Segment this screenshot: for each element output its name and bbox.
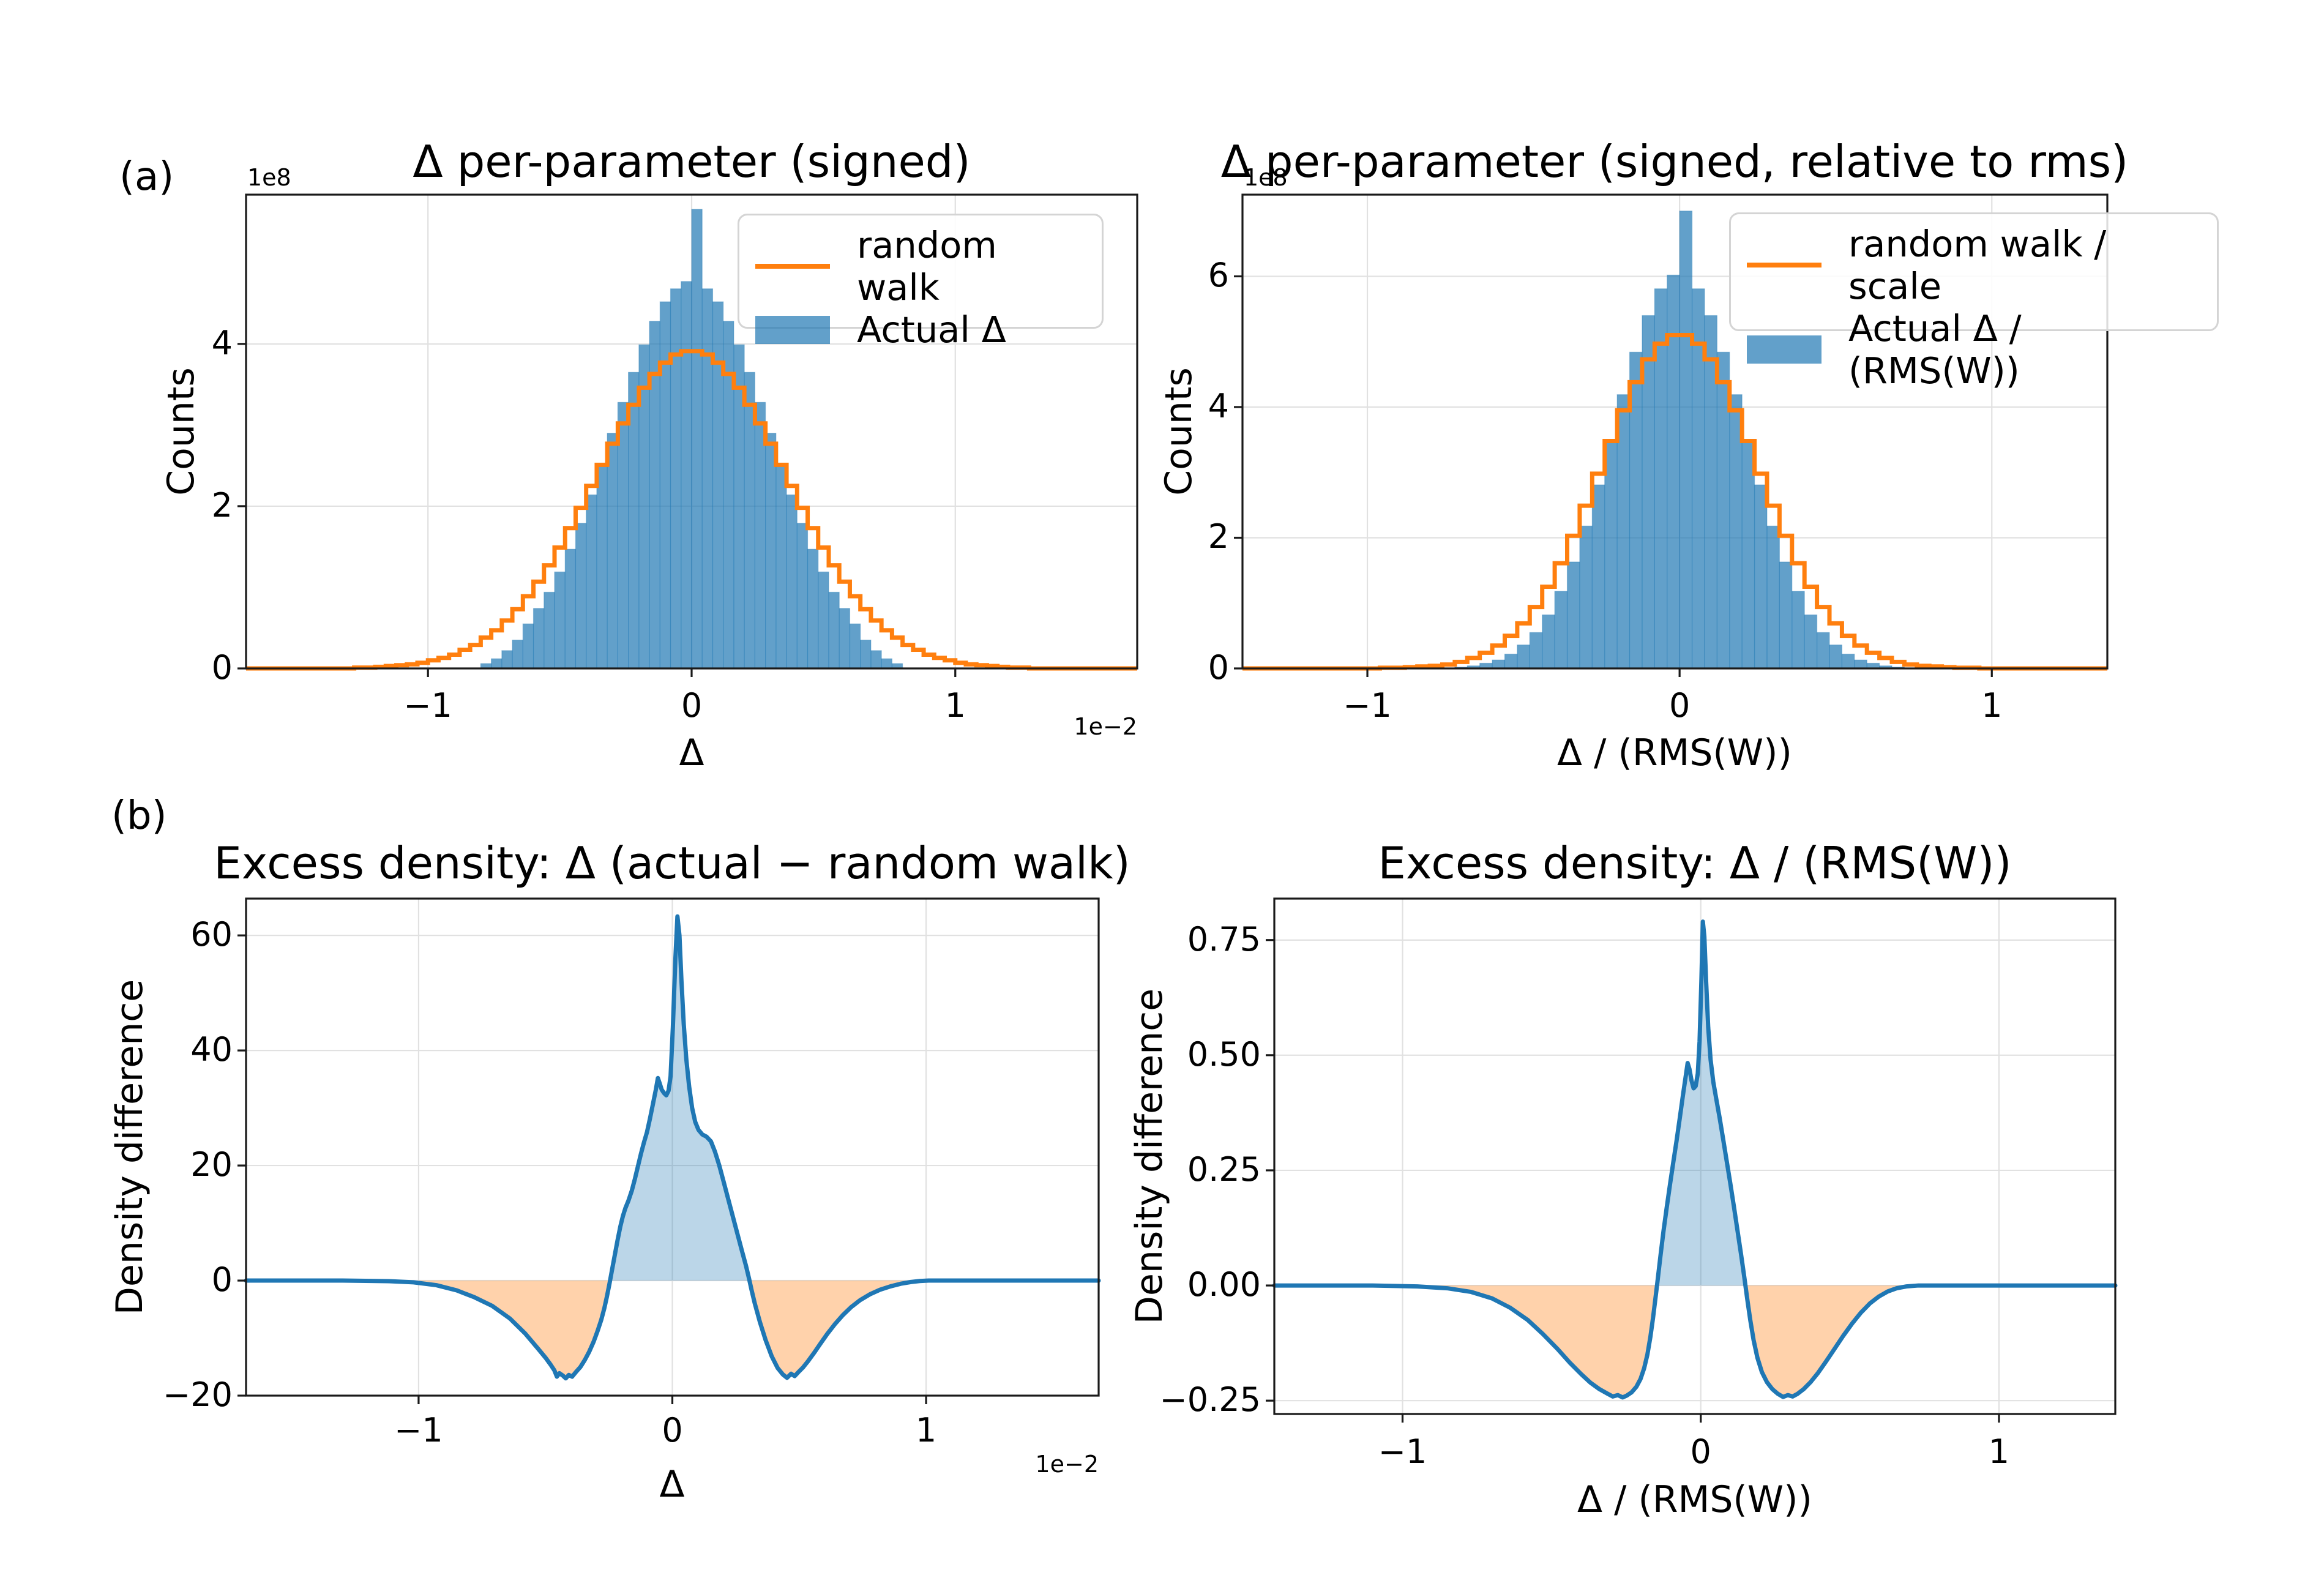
x-tick-label: 1 — [944, 686, 966, 725]
plot-title-excess-delta: Excess density: Δ (actual − random walk) — [214, 837, 1130, 889]
x-tick-label: 1 — [915, 1411, 937, 1449]
x-tick-label: −1 — [1343, 686, 1392, 725]
panel-label-b: (b) — [111, 793, 167, 839]
legend-line-swatch — [755, 264, 830, 269]
y-tick-label: −20 — [163, 1375, 233, 1415]
x-tick-label: −1 — [1378, 1432, 1427, 1471]
y-tick-label: 40 — [190, 1030, 233, 1069]
y-tick-label: 2 — [1208, 517, 1229, 556]
legend-patch-swatch — [1747, 335, 1821, 364]
plot-title-excess-delta-rms: Excess density: Δ / (RMS(W)) — [1378, 837, 2012, 889]
legend-delta-relative: random walk / scale Actual Δ / (RMS(W)) — [1729, 212, 2219, 392]
x-axis-label-delta-rms: Δ / (RMS(W)) — [1577, 1478, 1812, 1521]
y-tick-label: 0 — [211, 1260, 233, 1300]
y-tick-label: 2 — [211, 486, 233, 525]
y-tick-label: 20 — [190, 1145, 233, 1184]
x-tick-label: 0 — [681, 686, 703, 725]
y-tick-label: 0 — [1208, 648, 1229, 687]
x-axis-label-delta: Δ — [659, 1463, 685, 1506]
legend-entry: random walk / scale — [1747, 223, 2201, 307]
y-tick-label: 0.75 — [1187, 919, 1261, 959]
legend-entry: random walk — [755, 224, 1086, 309]
legend-line-swatch — [1747, 263, 1821, 267]
x-tick-label: −1 — [394, 1411, 443, 1449]
panel-label-a: (a) — [119, 154, 174, 200]
y-tick-label: 4 — [211, 324, 233, 363]
y-axis-label-counts: Counts — [160, 367, 203, 496]
legend-entry: Actual Δ / (RMS(W)) — [1747, 307, 2201, 392]
y-tick-label: 60 — [190, 915, 233, 954]
plot-title-delta-relative: Δ per-parameter (signed, relative to rms… — [1220, 136, 2129, 187]
plot-title-delta-signed: Δ per-parameter (signed) — [413, 136, 971, 187]
legend-entry: Actual Δ — [755, 309, 1086, 351]
y-tick-label: 0 — [211, 648, 233, 687]
x-tick-label: 0 — [662, 1411, 683, 1449]
legend-patch-swatch — [755, 315, 830, 344]
x-offset-label: 1e−2 — [1035, 1451, 1099, 1478]
y-axis-label-density-difference: Density difference — [1128, 988, 1171, 1325]
y-tick-label: 4 — [1208, 387, 1229, 426]
y-axis-label-density-difference: Density difference — [108, 979, 151, 1315]
y-tick-label: 0.50 — [1187, 1035, 1261, 1074]
y-axis-label-counts: Counts — [1157, 367, 1200, 496]
x-tick-label: 0 — [1690, 1432, 1711, 1471]
legend-entry-label: Actual Δ — [857, 309, 1006, 351]
y-tick-label: −0.25 — [1159, 1380, 1261, 1420]
y-tick-label: 6 — [1208, 256, 1229, 295]
legend-delta-signed: random walk Actual Δ — [738, 214, 1104, 351]
legend-entry-label: random walk — [857, 224, 997, 309]
y-tick-label: 0.00 — [1187, 1265, 1261, 1304]
x-tick-label: 1 — [1981, 686, 2003, 725]
legend-entry-label: Actual Δ / (RMS(W)) — [1848, 307, 2022, 392]
x-tick-label: −1 — [403, 686, 453, 725]
x-axis-label-delta: Δ — [679, 731, 704, 774]
y-offset-label: 1e8 — [1244, 164, 1288, 191]
x-tick-label: 1 — [1988, 1432, 2010, 1471]
y-tick-label: 0.25 — [1187, 1150, 1261, 1189]
x-axis-label-delta-rms: Δ / (RMS(W)) — [1557, 731, 1792, 774]
y-offset-label: 1e8 — [247, 164, 291, 191]
x-tick-label: 0 — [1668, 686, 1691, 725]
x-offset-label: 1e−2 — [1074, 713, 1137, 740]
legend-entry-label: random walk / scale — [1848, 223, 2107, 307]
